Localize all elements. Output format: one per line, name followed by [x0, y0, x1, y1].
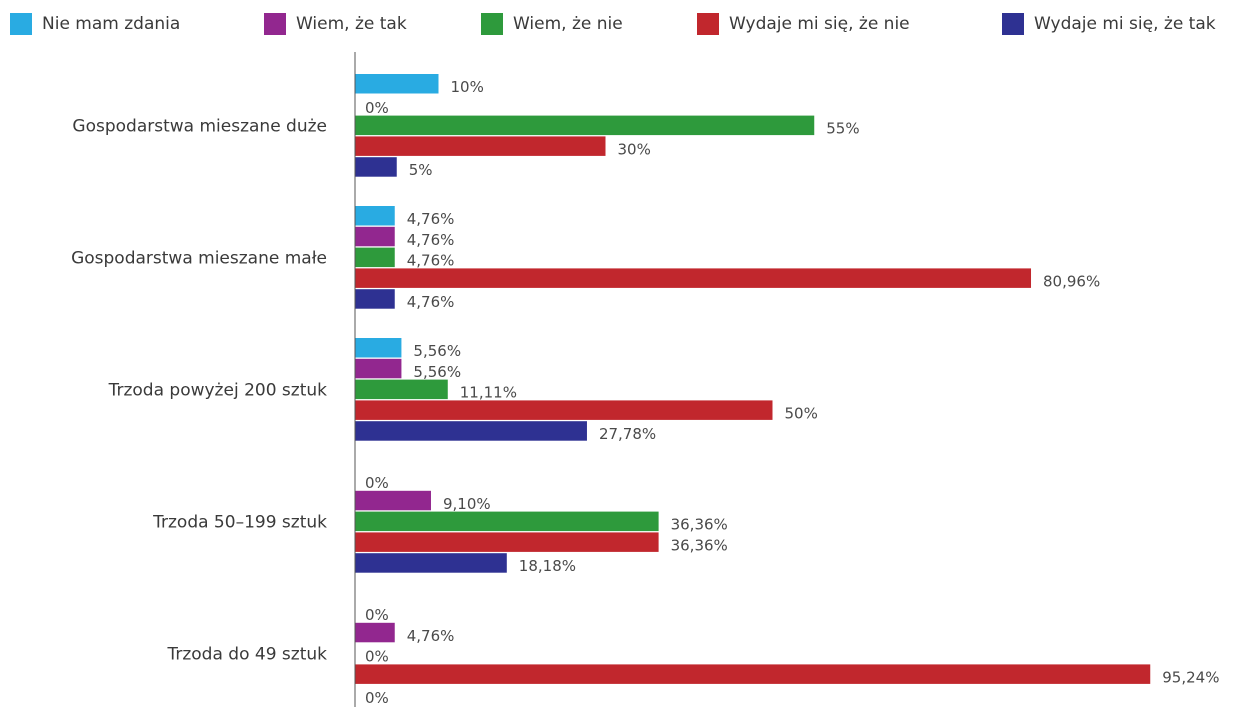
value-label-gospodarstwa-mieszane-duze-wiem-ze-nie: 55% [826, 120, 859, 138]
bar-trzoda-50-199-sztuk-wiem-ze-tak [355, 490, 431, 511]
category-label-trzoda-50-199-sztuk: Trzoda 50–199 sztuk [152, 513, 327, 533]
bar-trzoda-powyzej-200-sztuk-wydaje-mi-sie-ze-tak [355, 421, 587, 441]
bar-trzoda-50-199-sztuk-wiem-ze-nie [355, 511, 659, 532]
bar-gospodarstwa-mieszane-male-nie-mam-zdania [355, 206, 395, 226]
legend-label-wydaje-mi-sie-ze-nie: Wydaje mi się, że nie [729, 14, 910, 34]
value-label-gospodarstwa-mieszane-male-wiem-ze-nie: 4,76% [407, 252, 455, 270]
value-label-trzoda-powyzej-200-sztuk-wiem-ze-tak: 5,56% [413, 363, 461, 381]
value-label-trzoda-50-199-sztuk-wydaje-mi-sie-ze-nie: 36,36% [671, 536, 728, 554]
value-label-gospodarstwa-mieszane-duze-nie-mam-zdania: 10% [451, 78, 484, 96]
category-label-gospodarstwa-mieszane-duze: Gospodarstwa mieszane duże [72, 117, 327, 137]
bar-trzoda-do-49-sztuk-wydaje-mi-sie-ze-nie [355, 664, 1151, 684]
bars-group [355, 74, 1151, 684]
value-label-trzoda-do-49-sztuk-wydaje-mi-sie-ze-nie: 95,24% [1162, 668, 1219, 686]
category-label-gospodarstwa-mieszane-male: Gospodarstwa mieszane małe [71, 249, 327, 269]
bar-gospodarstwa-mieszane-male-wiem-ze-nie [355, 247, 395, 268]
legend-swatch-nie-mam-zdania [10, 13, 32, 35]
category-labels-group: Gospodarstwa mieszane duże Gospodarstwa m… [71, 117, 327, 665]
bar-trzoda-do-49-sztuk-wiem-ze-tak [355, 622, 395, 643]
legend-item-nie-mam-zdania: Nie mam zdania [10, 12, 180, 36]
value-label-trzoda-do-49-sztuk-wiem-ze-tak: 4,76% [407, 627, 455, 645]
bar-trzoda-powyzej-200-sztuk-wiem-ze-nie [355, 379, 448, 400]
bar-trzoda-50-199-sztuk-wydaje-mi-sie-ze-tak [355, 553, 507, 573]
bar-gospodarstwa-mieszane-male-wydaje-mi-sie-ze-nie [355, 268, 1032, 288]
category-label-trzoda-powyzej-200-sztuk: Trzoda powyżej 200 sztuk [108, 381, 328, 401]
legend-label-wydaje-mi-sie-ze-tak: Wydaje mi się, że tak [1034, 14, 1216, 34]
legend-label-wiem-ze-tak: Wiem, że tak [296, 14, 407, 34]
value-labels-group: 10% 0% 55% 30% 5% 4,76% 4,76% 4,76% 80,96% 4,76% 5… [365, 78, 1219, 707]
legend-swatch-wydaje-mi-sie-ze-nie [697, 13, 719, 35]
legend-item-wydaje-mi-sie-ze-nie: Wydaje mi się, że nie [697, 12, 910, 36]
value-label-trzoda-do-49-sztuk-wydaje-mi-sie-ze-tak: 0% [365, 689, 389, 707]
value-label-gospodarstwa-mieszane-duze-wydaje-mi-sie-ze-tak: 5% [409, 161, 433, 179]
value-label-trzoda-powyzej-200-sztuk-wydaje-mi-sie-ze-nie: 50% [785, 404, 818, 422]
bar-trzoda-50-199-sztuk-wydaje-mi-sie-ze-nie [355, 532, 659, 552]
legend-item-wiem-ze-tak: Wiem, że tak [264, 12, 407, 36]
value-label-trzoda-50-199-sztuk-wiem-ze-tak: 9,10% [443, 495, 491, 513]
value-label-gospodarstwa-mieszane-duze-wiem-ze-tak: 0% [365, 99, 389, 117]
bar-trzoda-powyzej-200-sztuk-wiem-ze-tak [355, 358, 402, 379]
bar-gospodarstwa-mieszane-male-wiem-ze-tak [355, 226, 395, 247]
value-label-gospodarstwa-mieszane-male-nie-mam-zdania: 4,76% [407, 210, 455, 228]
value-label-trzoda-powyzej-200-sztuk-wydaje-mi-sie-ze-tak: 27,78% [599, 425, 656, 443]
value-label-gospodarstwa-mieszane-male-wydaje-mi-sie-ze-nie: 80,96% [1043, 272, 1100, 290]
value-label-gospodarstwa-mieszane-male-wiem-ze-tak: 4,76% [407, 231, 455, 249]
value-label-trzoda-powyzej-200-sztuk-nie-mam-zdania: 5,56% [413, 342, 461, 360]
value-label-trzoda-50-199-sztuk-wiem-ze-nie: 36,36% [671, 516, 728, 534]
value-label-trzoda-50-199-sztuk-nie-mam-zdania: 0% [365, 474, 389, 492]
legend-label-nie-mam-zdania: Nie mam zdania [42, 14, 181, 34]
legend-label-wiem-ze-nie: Wiem, że nie [513, 14, 623, 34]
legend-item-wiem-ze-nie: Wiem, że nie [481, 12, 623, 36]
bar-gospodarstwa-mieszane-duze-wiem-ze-nie [355, 115, 815, 136]
legend: Nie mam zdania Wiem, że tak Wiem, że nie… [0, 0, 1241, 50]
category-label-trzoda-do-49-sztuk: Trzoda do 49 sztuk [166, 645, 327, 665]
legend-item-wydaje-mi-sie-ze-tak: Wydaje mi się, że tak [1002, 12, 1216, 36]
value-label-trzoda-do-49-sztuk-wiem-ze-nie: 0% [365, 648, 389, 666]
bar-trzoda-powyzej-200-sztuk-wydaje-mi-sie-ze-nie [355, 400, 773, 420]
bar-gospodarstwa-mieszane-duze-nie-mam-zdania [355, 74, 439, 94]
value-label-trzoda-50-199-sztuk-wydaje-mi-sie-ze-tak: 18,18% [519, 557, 576, 575]
value-label-gospodarstwa-mieszane-duze-wydaje-mi-sie-ze-nie: 30% [618, 140, 651, 158]
bar-gospodarstwa-mieszane-male-wydaje-mi-sie-ze-tak [355, 289, 395, 309]
value-label-trzoda-powyzej-200-sztuk-wiem-ze-nie: 11,11% [460, 384, 517, 402]
bar-gospodarstwa-mieszane-duze-wydaje-mi-sie-ze-nie [355, 136, 606, 156]
value-label-trzoda-do-49-sztuk-nie-mam-zdania: 0% [365, 606, 389, 624]
bar-gospodarstwa-mieszane-duze-wydaje-mi-sie-ze-tak [355, 157, 397, 177]
bar-trzoda-powyzej-200-sztuk-nie-mam-zdania [355, 338, 402, 358]
value-label-gospodarstwa-mieszane-male-wydaje-mi-sie-ze-tak: 4,76% [407, 293, 455, 311]
legend-swatch-wydaje-mi-sie-ze-tak [1002, 13, 1024, 35]
legend-swatch-wiem-ze-nie [481, 13, 503, 35]
legend-swatch-wiem-ze-tak [264, 13, 286, 35]
